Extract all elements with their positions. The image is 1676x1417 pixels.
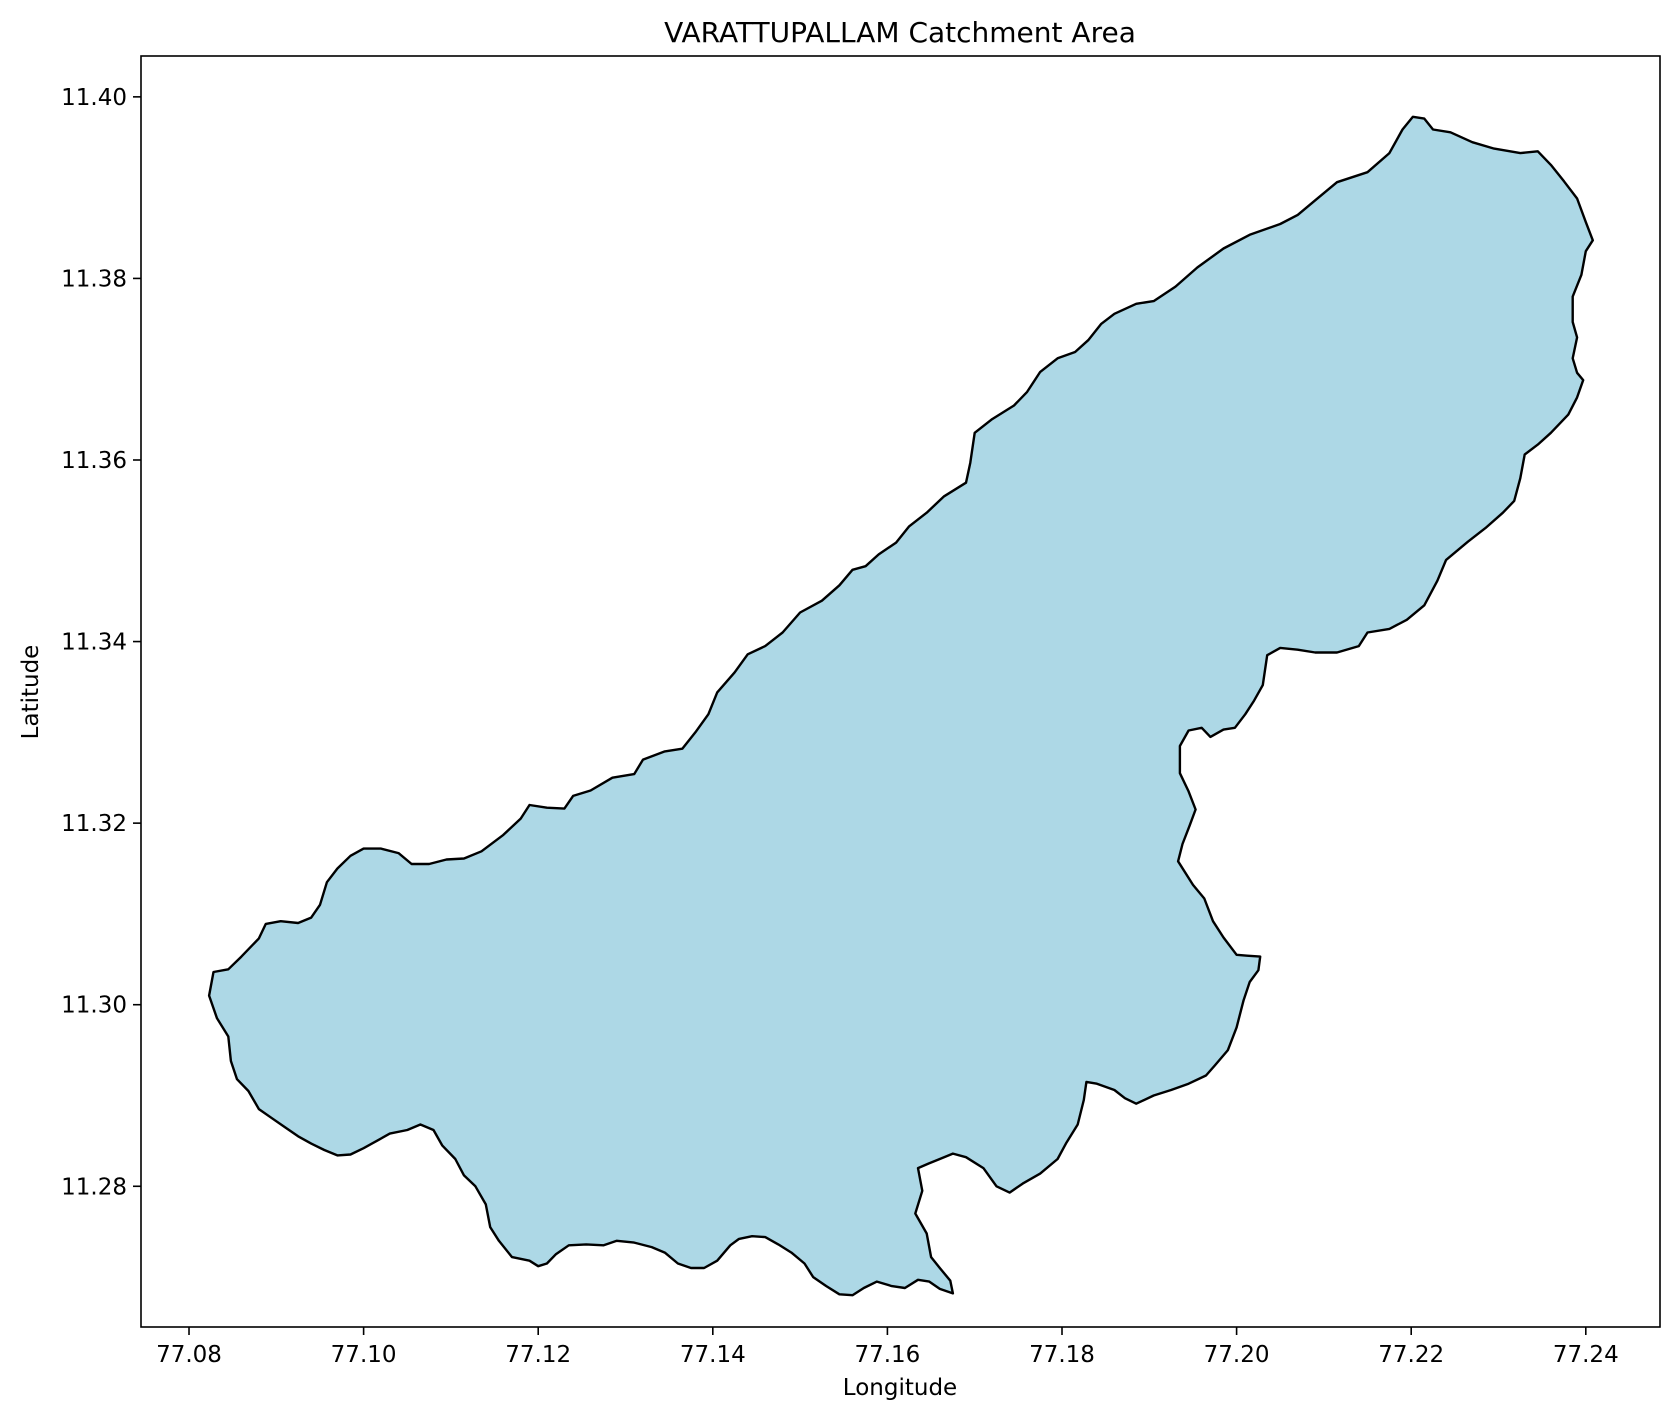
x-tick-label: 77.20 [1204,1342,1270,1368]
x-tick-label: 77.18 [1029,1342,1095,1368]
y-tick-label: 11.40 [61,85,127,111]
x-tick-label: 77.08 [156,1342,222,1368]
y-tick-label: 11.36 [61,448,127,474]
x-axis: 77.08 77.10 77.12 77.14 77.16 77.18 77.20 77.22… [156,1327,1619,1368]
chart-title: VARATTUPALLAM Catchment Area [664,16,1136,49]
x-tick-label: 77.12 [505,1342,571,1368]
y-axis-label: Latitude [18,645,44,740]
x-axis-label: Longitude [843,1375,957,1401]
y-tick-label: 11.30 [61,993,127,1019]
x-tick-label: 77.24 [1553,1342,1619,1368]
axes-frame [140,55,1661,1328]
x-tick-label: 77.14 [680,1342,746,1368]
y-tick-label: 11.34 [61,630,127,656]
y-tick-label: 11.32 [61,811,127,837]
y-axis: 11.28 11.30 11.32 11.34 11.36 11.38 11.40 [61,85,141,1200]
catchment-area-polygon [207,115,1594,1297]
x-tick-label: 77.10 [331,1342,397,1368]
y-tick-label: 11.28 [61,1174,127,1200]
x-tick-label: 77.16 [854,1342,920,1368]
plot-area [140,55,1661,1328]
y-tick-label: 11.38 [61,266,127,292]
x-tick-label: 77.22 [1378,1342,1444,1368]
